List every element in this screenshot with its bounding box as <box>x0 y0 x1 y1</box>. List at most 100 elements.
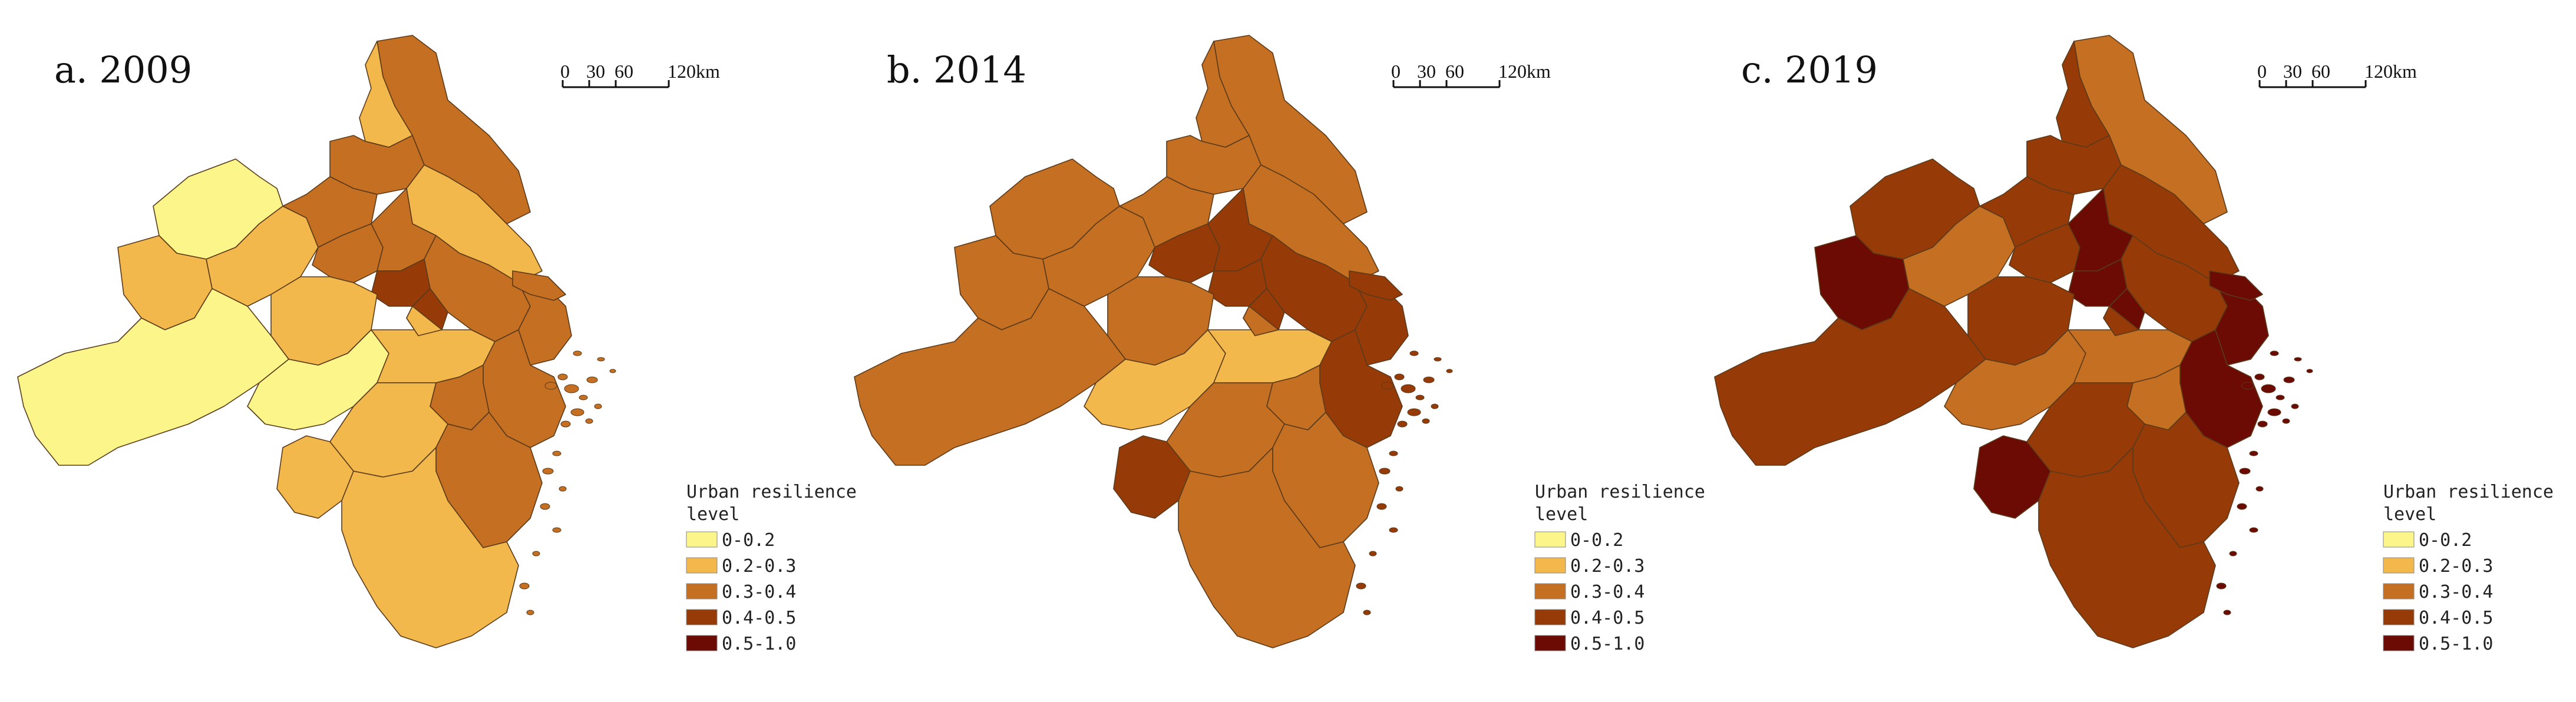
coastal-island <box>2229 551 2237 557</box>
coastal-island <box>2254 373 2265 380</box>
choropleth-map <box>1714 35 2313 648</box>
coastal-island <box>2261 384 2276 393</box>
coastal-island <box>2291 403 2299 409</box>
legend-label: 0.3-0.4 <box>2419 582 2493 602</box>
legend-title: level <box>2383 504 2436 525</box>
coastal-island <box>1389 527 1398 533</box>
coastal-island <box>2267 408 2281 416</box>
coastal-island <box>597 357 605 362</box>
coastal-island <box>2283 376 2295 383</box>
coastal-island <box>1395 486 1403 492</box>
legend-swatch <box>1534 531 1566 548</box>
scale-bar-label: 60 <box>1445 61 1464 82</box>
map-region-19 <box>406 306 442 336</box>
legend-swatch <box>686 557 718 574</box>
legend-swatch <box>2383 557 2415 574</box>
legend-label: 0.3-0.4 <box>722 582 796 602</box>
legend-swatch <box>2383 583 2415 600</box>
legend-swatch <box>686 583 718 600</box>
panel-title: a. 2009 <box>54 48 192 91</box>
legend-swatch <box>2383 531 2415 548</box>
legend-title: level <box>1535 504 1588 525</box>
coastal-island <box>1356 582 1366 590</box>
coastal-island <box>1401 384 1416 393</box>
coastal-island <box>559 486 567 492</box>
coastal-island <box>1422 418 1430 424</box>
map-region-19 <box>2103 306 2139 336</box>
legend-label: 0.5-1.0 <box>2419 634 2493 654</box>
coastal-island <box>1363 610 1371 615</box>
coastal-island <box>1389 451 1398 456</box>
map-region-25 <box>341 447 519 648</box>
scale-bar-label: 30 <box>1417 61 1436 82</box>
map-region-8 <box>282 176 378 248</box>
legend-swatch <box>1534 583 1566 600</box>
scale-bar: 0 30 60 120km <box>1391 61 1551 88</box>
coastal-island <box>1394 373 1405 380</box>
legend-label: 0-0.2 <box>2419 530 2472 551</box>
coastal-island <box>2270 350 2279 356</box>
coastal-island <box>2276 395 2285 400</box>
scale-bar-label: 60 <box>615 61 633 82</box>
coastal-island <box>609 369 616 373</box>
coastal-island <box>544 382 557 390</box>
coastal-island <box>2216 582 2227 590</box>
legend-title: Urban resilience <box>686 482 857 502</box>
scale-bar-label: 0 <box>2257 61 2267 82</box>
legend-label: 0.4-0.5 <box>2419 608 2493 628</box>
legend-title: Urban resilience <box>2383 482 2554 502</box>
legend-label: 0.4-0.5 <box>722 608 796 628</box>
scale-bar-label: 30 <box>586 61 605 82</box>
map-region-25 <box>2038 447 2216 648</box>
coastal-island <box>1379 468 1391 475</box>
legend-title: Urban resilience <box>1535 482 1705 502</box>
coastal-island <box>532 551 540 557</box>
legend-label: 0.2-0.3 <box>2419 556 2493 577</box>
legend-swatch <box>1534 635 1566 651</box>
choropleth-map <box>17 35 616 648</box>
scale-bar-label: 60 <box>2311 61 2330 82</box>
coastal-island <box>2249 451 2258 456</box>
coastal-island <box>542 468 554 475</box>
choropleth-map <box>854 35 1453 648</box>
legend-swatch <box>1534 557 1566 574</box>
island-chongming <box>2209 270 2263 301</box>
coastal-island <box>585 418 593 424</box>
legend-swatch <box>1534 609 1566 625</box>
coastal-island <box>557 373 568 380</box>
coastal-island <box>570 408 584 416</box>
scale-bar: 0 30 60 120km <box>2257 61 2417 88</box>
legend-swatch <box>686 635 718 651</box>
scale-bar-label: 0 <box>1391 61 1401 82</box>
legend-swatch <box>686 531 718 548</box>
map-region-19 <box>1243 306 1279 336</box>
scale-bar-label: 120km <box>668 61 720 82</box>
coastal-island <box>526 610 534 615</box>
coastal-island <box>1397 420 1408 428</box>
map-region-8 <box>1979 176 2075 248</box>
scale-bar-label: 30 <box>2283 61 2302 82</box>
scale-bar-label: 120km <box>1498 61 1551 82</box>
coastal-island <box>1409 350 1419 356</box>
legend-swatch <box>2383 609 2415 625</box>
coastal-island <box>540 503 550 510</box>
coastal-island <box>573 350 582 356</box>
island-chongming <box>512 270 566 301</box>
legend-label: 0-0.2 <box>1570 530 1623 551</box>
coastal-island <box>1423 376 1435 383</box>
coastal-island <box>579 395 588 400</box>
coastal-island <box>2239 468 2251 475</box>
coastal-island <box>1407 408 1421 416</box>
coastal-island <box>1415 395 1425 400</box>
panel-title: b. 2014 <box>887 48 1026 91</box>
coastal-island <box>2237 503 2247 510</box>
coastal-island <box>519 582 530 590</box>
coastal-island <box>1376 503 1387 510</box>
legend-label: 0.5-1.0 <box>1570 634 1644 654</box>
